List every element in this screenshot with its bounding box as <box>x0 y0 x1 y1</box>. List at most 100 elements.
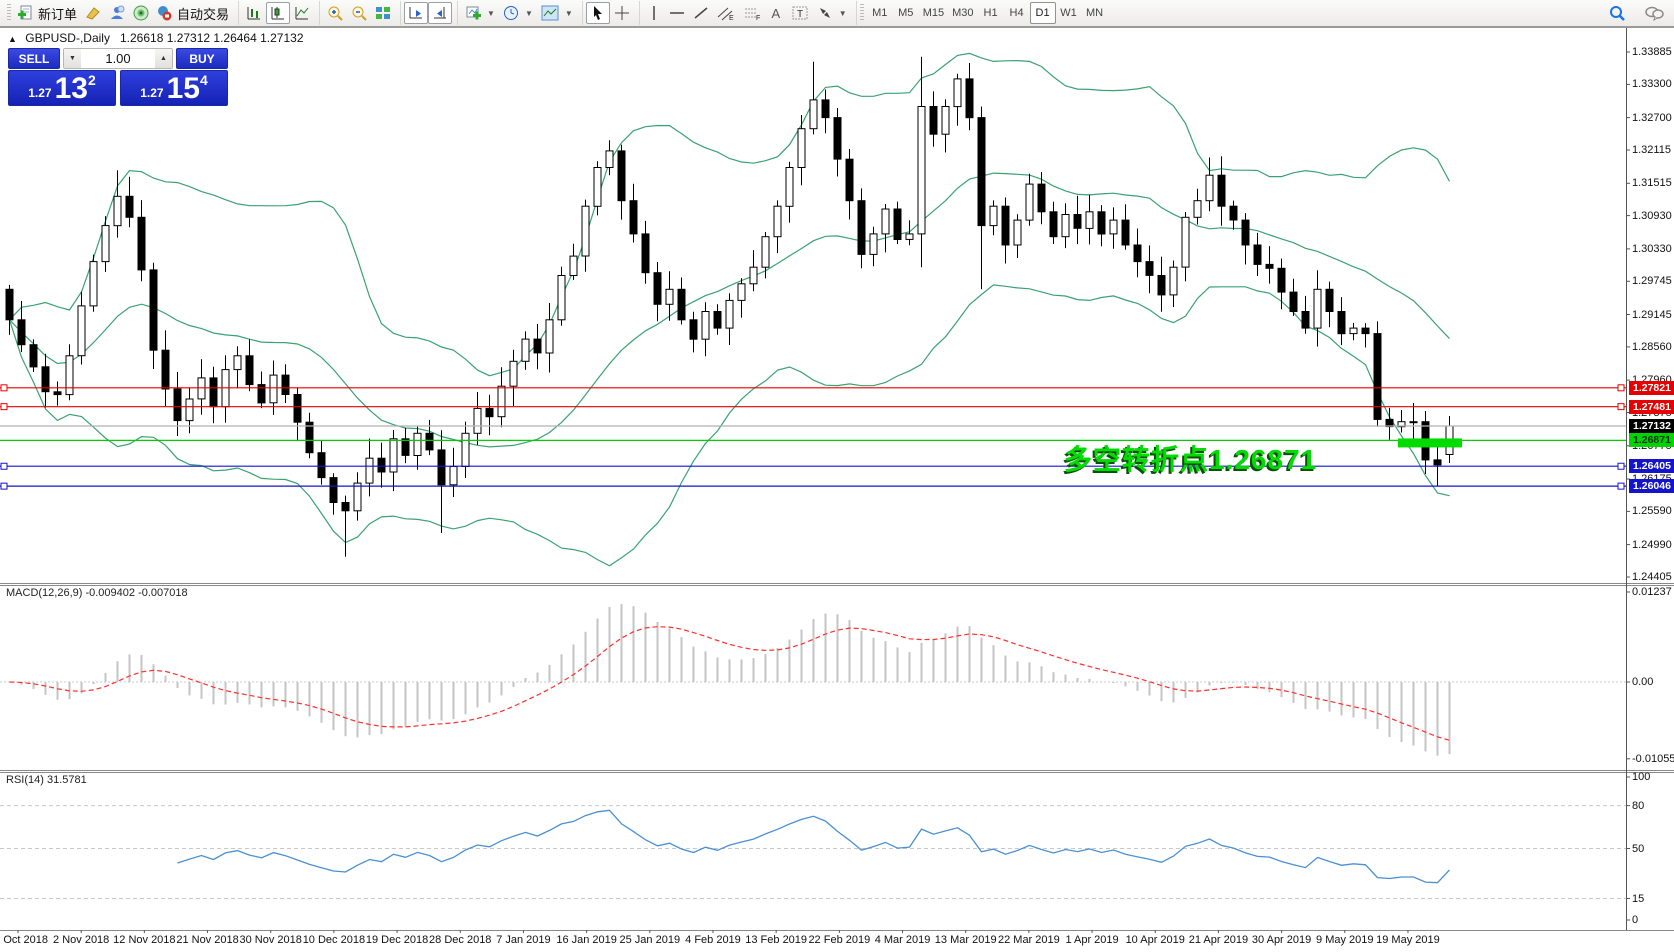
support-line-2-label[interactable]: 1.26046 <box>1629 479 1674 494</box>
rsi-tick-label: 100 <box>1632 771 1651 783</box>
rsi-tick-label: 15 <box>1632 892 1645 905</box>
timeframe-m15[interactable]: M15 <box>922 7 945 19</box>
rsi-tick-label: 0 <box>1632 914 1639 926</box>
candles[interactable] <box>5 56 1454 557</box>
price-tick-label: 1.25590 <box>1632 505 1672 518</box>
buy-quote[interactable]: 1.27 15 4 <box>120 70 228 106</box>
date-label: 22 Mar 2019 <box>997 934 1060 946</box>
one-click-trading-panel: SELL ▼ ▲ BUY 1.27 13 2 1.27 15 4 <box>8 48 228 106</box>
toolbar-group-cursor <box>581 1 637 25</box>
support-line-2-handle[interactable] <box>0 482 8 490</box>
chart-ohlc-values: 1.26618 1.27312 1.26464 1.27132 <box>119 31 304 45</box>
channel-icon: E <box>717 7 734 21</box>
current-price-line-label[interactable]: 1.27132 <box>1629 418 1674 433</box>
community-button[interactable] <box>105 2 129 24</box>
pivot-highlight-rect[interactable] <box>1398 438 1462 448</box>
zoom-in-button[interactable] <box>323 2 347 24</box>
volume-increase-button[interactable]: ▲ <box>155 49 172 68</box>
toolbar-right <box>1604 2 1668 24</box>
date-label: 22 Feb 2019 <box>808 934 871 946</box>
fibonacci-icon: F <box>744 8 760 21</box>
sell-price-prefix: 1.27 <box>28 86 52 100</box>
tile-windows-button[interactable] <box>371 2 395 24</box>
resistance-line-2-handle[interactable] <box>0 403 8 411</box>
date-label: 13 Feb 2019 <box>745 934 808 946</box>
sell-quote[interactable]: 1.27 13 2 <box>8 70 116 106</box>
bar-chart-button[interactable] <box>242 2 266 24</box>
new-chart-dropdown[interactable]: ▼ <box>461 2 499 24</box>
resistance-line-1-handle[interactable] <box>1617 384 1625 392</box>
autotrading-icon <box>158 6 172 21</box>
buy-button[interactable]: BUY <box>176 48 228 69</box>
price-tick-label: 1.32700 <box>1632 111 1672 124</box>
equidistant-channel-tool[interactable]: E <box>713 2 739 24</box>
vertical-line-tool[interactable] <box>643 2 665 24</box>
date-label: 21 Apr 2019 <box>1188 934 1249 946</box>
text-tool[interactable]: A <box>765 2 787 24</box>
date-label: 2 Nov 2018 <box>53 934 110 946</box>
styler-button[interactable] <box>81 2 105 24</box>
search-button[interactable] <box>1604 2 1630 24</box>
arrows-tool-dropdown[interactable]: ▼ <box>813 2 851 24</box>
timeframe-m30[interactable]: M30 <box>952 7 974 19</box>
timeframe-h1[interactable]: H1 <box>983 7 998 19</box>
auto-scroll-button[interactable] <box>404 2 429 24</box>
date-label: 21 Nov 2018 <box>176 934 239 946</box>
line-chart-button[interactable] <box>290 2 314 24</box>
signals-button[interactable] <box>129 2 153 24</box>
pivot-line-label[interactable]: 1.26871 <box>1629 433 1674 448</box>
timeframe-m5[interactable]: M5 <box>898 7 914 19</box>
toolbar-grip[interactable] <box>859 4 864 22</box>
auto-scroll-icon <box>409 7 423 19</box>
chart-shift-button[interactable] <box>428 2 453 24</box>
tile-windows-icon <box>376 7 391 19</box>
toolbar-grip[interactable] <box>7 4 11 22</box>
resistance-line-2-label[interactable]: 1.27481 <box>1629 399 1674 414</box>
support-line-2-handle[interactable] <box>1617 482 1625 490</box>
main-toolbar: 新订单 自动交易 <box>0 0 1674 27</box>
chat-button[interactable] <box>1640 2 1668 24</box>
autotrading-label: 自动交易 <box>177 6 230 22</box>
horizontal-line-tool[interactable] <box>665 2 689 24</box>
date-label: 12 Nov 2018 <box>113 934 176 946</box>
toolbar-group-zoom <box>319 1 398 25</box>
timeframe-mn[interactable]: MN <box>1085 7 1104 19</box>
support-line-1-handle[interactable] <box>1617 462 1625 470</box>
timeframe-m1[interactable]: M1 <box>872 7 888 19</box>
resistance-line-1-handle[interactable] <box>0 384 8 392</box>
caret-down-icon: ▼ <box>564 8 573 18</box>
macd-tick-label: 0.01237 <box>1632 586 1672 598</box>
price-tick-label: 1.33300 <box>1632 78 1672 91</box>
new-order-button[interactable]: 新订单 <box>14 2 81 24</box>
date-label: 30 Apr 2019 <box>1251 934 1312 946</box>
arrows-icon <box>819 8 830 18</box>
volume-decrease-button[interactable]: ▼ <box>64 49 81 68</box>
bollinger-middle-band[interactable] <box>9 172 1450 448</box>
trendline-tool[interactable] <box>689 2 713 24</box>
collapse-icon[interactable]: ▲ <box>8 34 17 44</box>
zoom-out-button[interactable] <box>347 2 371 24</box>
template-dropdown[interactable]: ▼ <box>537 2 577 24</box>
resistance-line-2-handle[interactable] <box>1617 403 1625 411</box>
autotrading-button[interactable]: 自动交易 <box>153 2 233 24</box>
timeframe-w1[interactable]: W1 <box>1060 7 1077 19</box>
price-tick-label: 1.29145 <box>1632 308 1672 321</box>
new-order-label: 新订单 <box>38 6 78 22</box>
sell-button[interactable]: SELL <box>8 48 60 69</box>
svg-text:E: E <box>729 15 734 21</box>
cursor-button[interactable] <box>585 2 610 24</box>
support-line-1-handle[interactable] <box>0 462 8 470</box>
price-tick-label: 1.28560 <box>1632 340 1672 353</box>
support-line-1-label[interactable]: 1.26405 <box>1629 459 1674 474</box>
periods-dropdown[interactable]: ▼ <box>499 2 537 24</box>
text-label-tool[interactable]: T <box>787 2 813 24</box>
fibonacci-tool[interactable]: F <box>739 2 765 24</box>
timeframe-h4[interactable]: H4 <box>1009 7 1024 19</box>
timeframe-d1[interactable]: D1 <box>1029 2 1056 24</box>
volume-input[interactable] <box>81 49 155 68</box>
resistance-line-1-label[interactable]: 1.27821 <box>1629 380 1674 395</box>
crosshair-button[interactable] <box>610 2 634 24</box>
candlestick-chart-button[interactable] <box>266 2 291 24</box>
bollinger-lower-band[interactable] <box>8 284 1450 567</box>
